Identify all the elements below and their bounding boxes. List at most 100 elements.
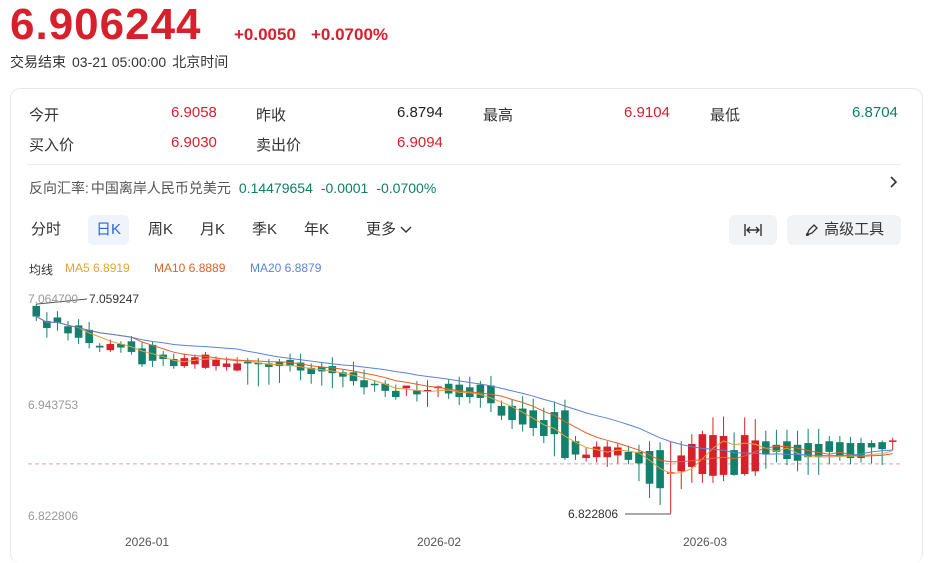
candle-body [740, 435, 749, 475]
tab-weekly-k[interactable]: 周K [148, 221, 174, 238]
high-label: 最高 [483, 107, 514, 124]
candle-body [888, 440, 897, 442]
y-axis-label-mid: 6.943753 [28, 398, 78, 412]
ma10-legend: MA10 6.8889 [154, 261, 226, 275]
price-change: +0.0050 [234, 25, 296, 44]
candle-body [413, 389, 421, 395]
candle-body [85, 329, 93, 344]
candle-body [624, 451, 633, 460]
divider [27, 164, 901, 165]
tab-daily-k[interactable]: 日K [88, 215, 130, 245]
tab-monthly-k[interactable]: 月K [200, 221, 226, 238]
ma20-legend: MA20 6.8879 [250, 261, 322, 275]
candle-body [328, 366, 337, 374]
candle-body [191, 357, 199, 365]
y-axis-label-bottom: 6.822806 [28, 509, 78, 523]
candle-body [349, 372, 358, 382]
candle-body [275, 361, 284, 367]
candle-body [645, 451, 654, 484]
candle-body [783, 441, 791, 459]
candle-body [402, 385, 411, 389]
candle-body [201, 354, 210, 368]
candle-body [233, 363, 241, 371]
reverse-rate-row[interactable]: 反向汇率: 中国离岸人民币兑美元 0.14479654 -0.0001 -0.0700% [29, 178, 444, 198]
candle-body [243, 361, 252, 364]
candle-body [391, 390, 400, 398]
tab-quarterly-k[interactable]: 季K [252, 221, 278, 238]
ma20-line [36, 316, 893, 457]
candle-body [360, 380, 368, 388]
ma5-line [36, 316, 893, 475]
current-price: 6.906244 [10, 0, 202, 49]
candle-body [307, 367, 315, 375]
x-axis-label-feb: 2026-02 [417, 535, 461, 549]
min-price-annotation: 6.822806 [568, 507, 618, 521]
candle-body [582, 454, 590, 459]
price-change-percent: +0.0700% [311, 25, 389, 44]
candle-body [74, 325, 83, 338]
candle-body [106, 343, 115, 351]
candle-body [857, 443, 865, 459]
candle-body [222, 363, 231, 367]
candle-body [751, 440, 760, 472]
candle-body [95, 345, 104, 348]
candle-body [265, 363, 273, 367]
candle-body [53, 317, 62, 323]
bid-label: 买入价 [29, 137, 75, 154]
candle-body [476, 384, 485, 398]
candle-body [64, 326, 72, 334]
high-value: 6.9104 [624, 104, 670, 121]
candle-body [550, 412, 559, 435]
ma-legend-title: 均线 [29, 263, 54, 277]
candle-body [212, 359, 220, 367]
candle-body [698, 434, 707, 475]
candle-body [381, 383, 390, 391]
x-axis-label-jan: 2026-01 [125, 535, 169, 549]
chevron-down-icon [400, 221, 412, 238]
reverse-rate-label: 反向汇率: [29, 180, 89, 196]
ask-label: 卖出价 [256, 137, 302, 154]
reverse-rate-pair: 中国离岸人民币兑美元 [90, 180, 231, 196]
candle-body [867, 443, 876, 448]
tab-more[interactable]: 更多 [358, 215, 420, 245]
candle-body [614, 447, 622, 456]
fit-width-icon [743, 221, 763, 238]
candle-body [836, 442, 844, 457]
candle-body [339, 372, 347, 377]
fit-width-button[interactable] [729, 215, 777, 245]
status-text: 交易结束 [10, 54, 66, 70]
tab-more-label: 更多 [366, 221, 397, 238]
candle-body [656, 450, 664, 489]
candle-body [592, 446, 601, 458]
tab-yearly-k[interactable]: 年K [304, 221, 330, 238]
advanced-tools-button[interactable]: 高级工具 [787, 215, 901, 245]
status-time: 03-21 05:00:00 [72, 54, 167, 70]
reverse-rate-value: 0.14479654 [238, 180, 313, 196]
candle-body [539, 420, 548, 436]
candle-body [719, 435, 728, 475]
low-label: 最低 [710, 107, 741, 124]
chevron-right-icon[interactable] [889, 175, 899, 194]
open-value: 6.9058 [171, 104, 217, 121]
moving-average-lines [36, 316, 893, 475]
candle-body [730, 450, 738, 475]
ma10-line [36, 316, 893, 463]
candle-body [571, 441, 580, 455]
candle-body [32, 305, 41, 317]
tab-intraday[interactable]: 分时 [31, 221, 62, 238]
reverse-rate-change: -0.0001 [320, 180, 369, 196]
candle-body [508, 405, 516, 421]
candles [32, 304, 897, 514]
candle-body [169, 359, 178, 367]
candle-body [529, 410, 538, 429]
candle-body [370, 383, 379, 386]
candle-body [518, 408, 527, 425]
candle-body [709, 435, 717, 476]
candle-body [825, 441, 834, 452]
candle-body [814, 443, 823, 457]
candle-body [117, 343, 125, 348]
candle-body [254, 362, 263, 365]
advanced-tools-label: 高级工具 [824, 221, 885, 238]
candle-body [635, 451, 643, 464]
